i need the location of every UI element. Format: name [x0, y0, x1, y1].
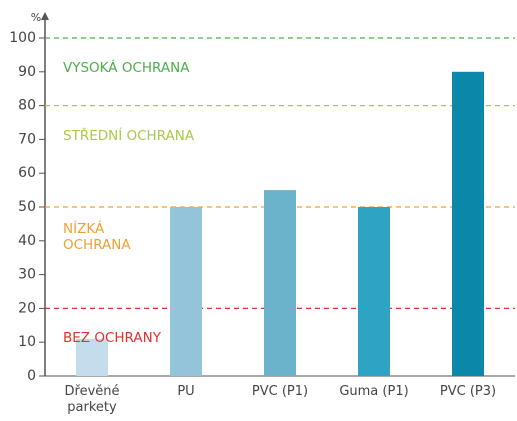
y-tick-label: 0: [27, 368, 36, 384]
zone-label: BEZ OCHRANY: [63, 330, 161, 347]
y-tick-label: 100: [9, 30, 36, 46]
y-tick-label: 50: [18, 199, 36, 215]
y-tick-label: 30: [18, 267, 36, 283]
y-tick-label: 60: [18, 165, 36, 181]
y-tick-label: 10: [18, 334, 36, 350]
bar: [76, 338, 108, 376]
x-tick-label: PU: [177, 384, 195, 399]
y-unit: %: [31, 11, 41, 24]
bar: [452, 71, 484, 377]
x-tick-label: Dřevěné parkety: [64, 384, 120, 415]
bar: [358, 207, 390, 376]
y-axis-arrow: [41, 12, 49, 20]
bar: [170, 207, 202, 376]
x-tick-label: PVC (P3): [439, 384, 497, 399]
y-tick-label: 70: [18, 131, 36, 147]
y-tick-label: 40: [18, 233, 36, 249]
y-tick-label: 90: [18, 64, 36, 80]
zone-label: NÍZKÁ OCHRANA: [63, 221, 131, 253]
y-tick-label: 80: [18, 98, 36, 114]
y-tick-label: 20: [18, 300, 36, 316]
zone-label: VYSOKÁ OCHRANA: [63, 60, 190, 76]
zone-label: STŘEDNÍ OCHRANA: [63, 127, 195, 144]
x-tick-label: PVC (P1): [251, 384, 309, 399]
x-tick-label: Guma (P1): [339, 384, 409, 399]
bar: [264, 190, 296, 376]
